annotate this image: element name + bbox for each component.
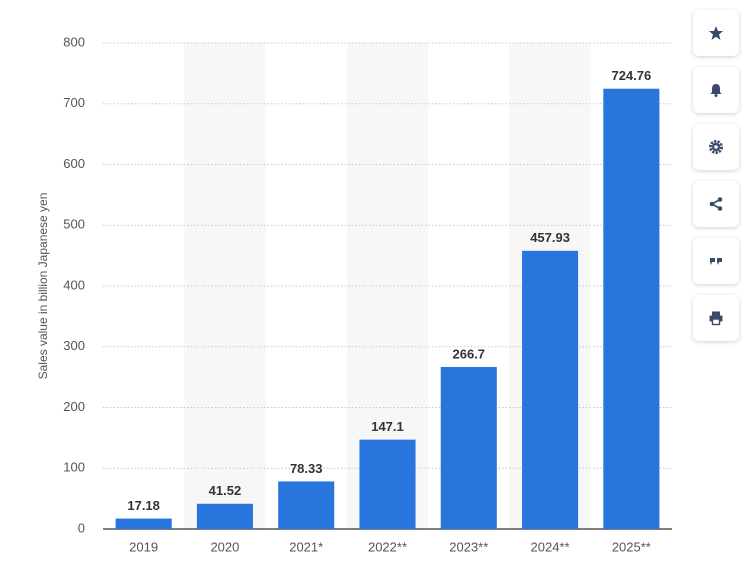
data-label: 78.33 (290, 461, 323, 476)
bar (115, 518, 172, 529)
x-tick-label: 2020 (210, 539, 239, 554)
data-label: 147.1 (371, 419, 404, 434)
y-axis-label: Sales value in billion Japanese yen (36, 193, 50, 380)
bell-icon (710, 84, 722, 97)
x-tick-label: 2025** (612, 539, 651, 554)
bar (359, 439, 416, 529)
y-tick-label: 100 (63, 460, 85, 475)
favorite-button[interactable] (693, 10, 739, 56)
y-tick-label: 400 (63, 277, 85, 292)
bar (440, 366, 497, 529)
data-label: 17.18 (127, 498, 160, 513)
settings-button[interactable] (693, 124, 739, 170)
star-icon (709, 26, 723, 40)
data-label: 266.7 (453, 346, 486, 361)
x-tick-label: 2021* (289, 539, 323, 554)
chart: Sales value in billion Japanese yen 0 100… (36, 34, 672, 554)
x-tick-label: 2019 (129, 539, 158, 554)
gear-icon (709, 140, 723, 154)
data-label: 41.52 (209, 483, 242, 498)
y-tick-label: 300 (63, 338, 85, 353)
bar (278, 481, 335, 529)
y-tick-label: 700 (63, 95, 85, 110)
y-tick-label: 0 (78, 520, 85, 535)
data-label: 724.76 (611, 68, 651, 83)
column-band (184, 43, 266, 529)
quote-icon (710, 258, 722, 265)
cite-button[interactable] (693, 238, 739, 284)
y-tick-label: 600 (63, 156, 85, 171)
x-tick-label: 2024** (531, 539, 570, 554)
y-tick-label: 500 (63, 217, 85, 232)
bar (603, 88, 660, 529)
x-tick-label: 2023** (449, 539, 488, 554)
print-icon (709, 311, 723, 326)
print-button[interactable] (693, 295, 739, 341)
data-label: 457.93 (530, 230, 570, 245)
y-tick-label: 800 (63, 34, 85, 49)
share-button[interactable] (693, 181, 739, 227)
bar (196, 503, 253, 529)
notification-button[interactable] (693, 67, 739, 113)
bar (522, 250, 579, 529)
y-tick-label: 200 (63, 399, 85, 414)
x-tick-label: 2022** (368, 539, 407, 554)
share-icon (709, 197, 723, 211)
